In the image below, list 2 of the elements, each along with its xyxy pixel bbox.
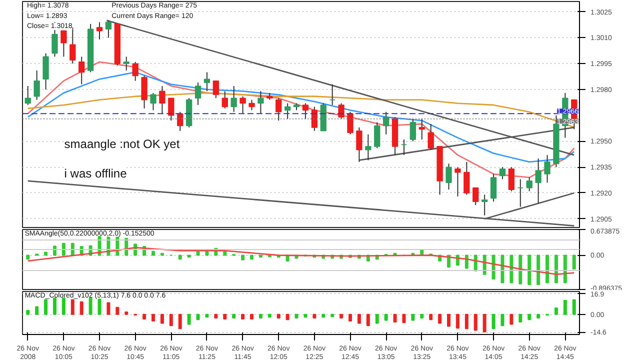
annotation: i was offline bbox=[64, 166, 128, 180]
annotation: smaangle :not OK yet bbox=[64, 137, 180, 152]
